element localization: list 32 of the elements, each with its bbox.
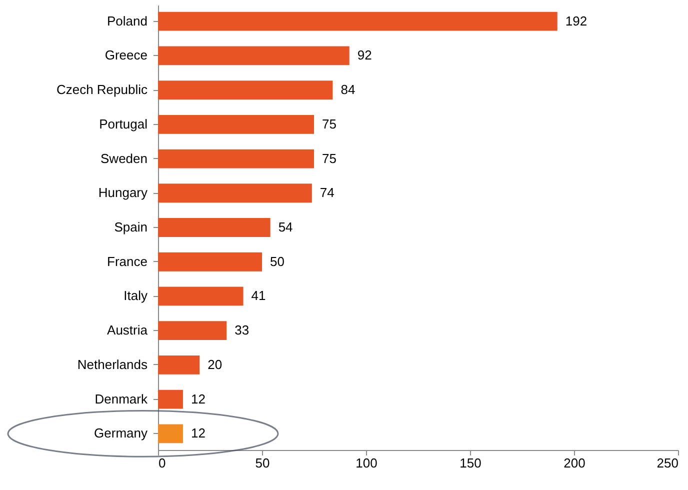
y-tick-label: France bbox=[107, 254, 148, 269]
data-label: 12 bbox=[190, 426, 206, 441]
x-tick-label: 50 bbox=[255, 456, 270, 470]
data-label: 41 bbox=[251, 288, 266, 304]
data-label: 84 bbox=[340, 82, 356, 98]
data-label: 50 bbox=[270, 254, 284, 269]
data-label: 92 bbox=[357, 48, 372, 63]
y-tick-label: Poland bbox=[107, 13, 148, 28]
y-tick-label: Denmark bbox=[94, 391, 148, 406]
y-tick-label: Austria bbox=[107, 322, 148, 338]
y-tick-label: Portugal bbox=[99, 116, 148, 132]
data-label: 12 bbox=[190, 391, 206, 406]
x-tick-label: 250 bbox=[656, 456, 678, 470]
data-label: 33 bbox=[234, 322, 250, 338]
y-tick-label: Greece bbox=[104, 48, 148, 63]
data-label: 74 bbox=[320, 185, 334, 200]
x-tick-label: 0 bbox=[158, 456, 166, 470]
y-tick-label: Spain bbox=[114, 220, 148, 234]
x-tick-label: 100 bbox=[356, 456, 378, 470]
data-label: 75 bbox=[322, 150, 336, 166]
y-tick-label: Hungary bbox=[98, 185, 148, 200]
data-label: 192 bbox=[565, 13, 588, 28]
data-label: 54 bbox=[278, 220, 293, 234]
y-tick-label: Italy bbox=[124, 288, 148, 304]
x-tick-label: 200 bbox=[564, 456, 586, 470]
x-tick-label: 150 bbox=[460, 456, 482, 470]
data-label: 75 bbox=[322, 116, 336, 132]
y-tick-label: Sweden bbox=[100, 150, 148, 166]
y-tick-label: Netherlands bbox=[77, 356, 148, 372]
y-tick-label: Czech Republic bbox=[56, 82, 148, 98]
y-tick-label: Germany bbox=[94, 426, 148, 441]
data-label: 20 bbox=[208, 356, 222, 372]
